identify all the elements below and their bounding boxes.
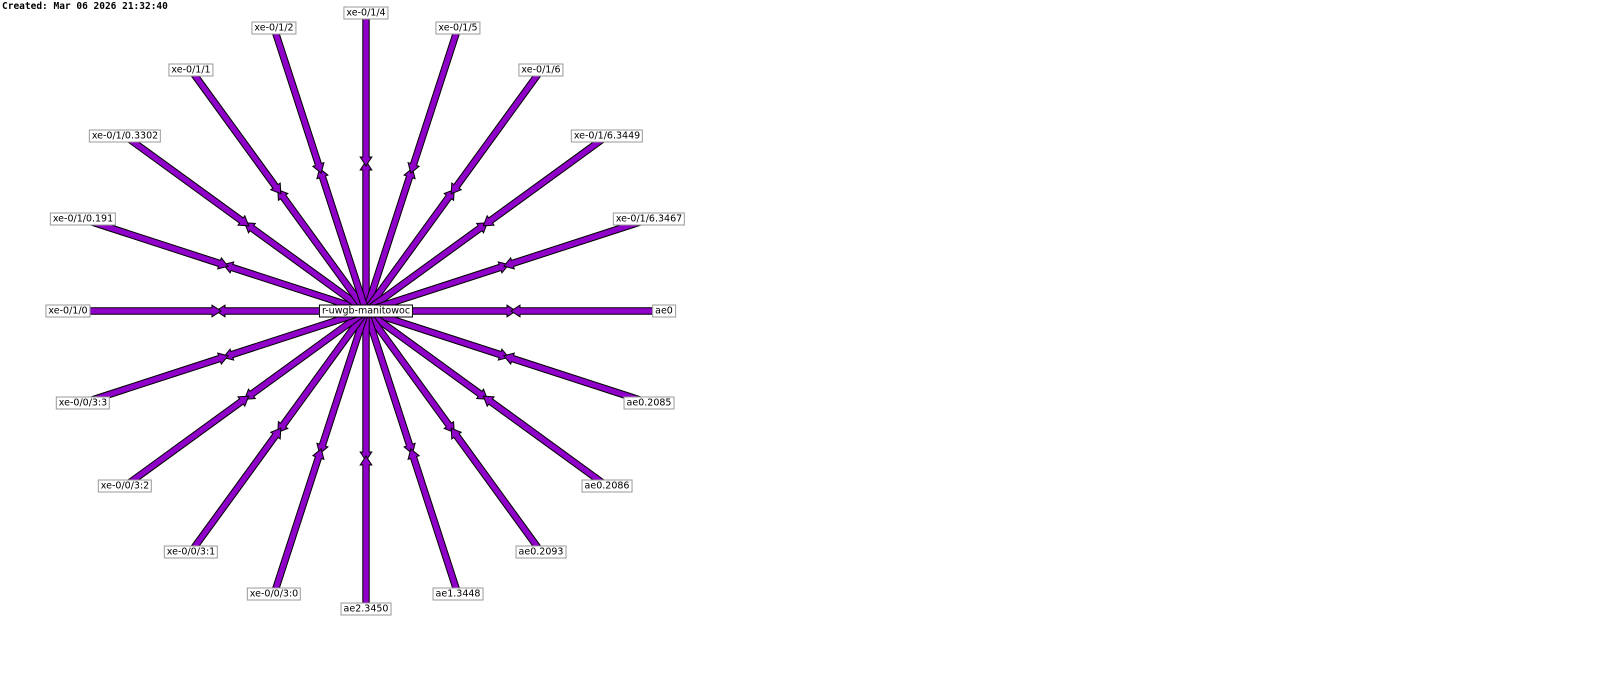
link-xe-0/1/6.3467 [364,215,652,315]
link-arrow-out [362,167,416,313]
link-arrow-in [359,12,373,167]
link-xe-0/0/3:2 [122,307,369,490]
link-arrow-out [359,310,373,462]
link-xe-0/1/6 [362,67,545,314]
link-xe-0/1/2 [270,25,370,313]
link-arrow-out [362,308,455,434]
endpoint-label-xe-0/1/5: xe-0/1/5 [435,21,481,35]
link-xe-0/1/5 [362,25,462,313]
link-xe-0/0/3:3 [80,307,368,407]
endpoint-label-ae0: ae0 [652,304,676,318]
link-arrow-out [222,261,368,315]
link-arrow-in [482,395,610,490]
endpoint-label-xe-0/1/2: xe-0/1/2 [251,21,297,35]
link-arrow-in [122,132,250,227]
endpoint-label-xe-0/0/3:0: xe-0/0/3:0 [246,587,302,601]
endpoint-label-xe-0/1/0: xe-0/1/0 [45,304,91,318]
link-arrow-out [277,188,370,314]
endpoint-label-ae0.2085: ae0.2085 [623,396,675,410]
created-timestamp: Created: Mar 06 2026 21:32:40 [2,1,168,12]
link-xe-0/0/3:0 [270,309,370,597]
link-arrow-in [482,132,610,227]
link-ae1.3448 [362,309,462,597]
link-arrow-out [277,308,370,434]
endpoint-label-xe-0/1/6.3467: xe-0/1/6.3467 [612,212,686,226]
link-arrow-out [316,167,370,313]
endpoint-label-xe-0/0/3:1: xe-0/0/3:1 [163,545,219,559]
link-arrow-out [359,160,373,312]
link-arrow-in [270,448,325,597]
link-xe-0/0/3:1 [187,308,370,555]
endpoint-label-xe-0/1/6.3449: xe-0/1/6.3449 [570,129,644,143]
link-arrow-in [407,448,462,597]
endpoint-label-xe-0/1/4: xe-0/1/4 [343,6,389,20]
link-arrow-out [362,309,416,455]
link-ae0.2093 [362,308,545,555]
link-arrow-in [407,25,462,174]
link-arrow-out [363,307,489,400]
link-xe-0/1/4 [359,12,373,312]
link-arrow-in [187,67,282,195]
link-arrow-out [362,188,455,314]
endpoint-label-xe-0/1/1: xe-0/1/1 [168,63,214,77]
link-arrow-in [80,352,229,407]
link-arrow-out [243,222,369,315]
endpoint-label-ae0.2093: ae0.2093 [515,545,567,559]
link-xe-0/1/1 [187,67,370,314]
link-arrow-out [363,222,489,315]
endpoint-label-xe-0/1/6: xe-0/1/6 [518,63,564,77]
endpoint-label-ae2.3450: ae2.3450 [340,602,392,616]
link-arrow-in [122,395,250,490]
link-ae0.2086 [363,307,610,490]
link-arrow-out [243,307,369,400]
link-arrow-in [510,304,665,318]
endpoint-label-xe-0/1/0.3302: xe-0/1/0.3302 [88,129,162,143]
endpoint-label-xe-0/0/3:3: xe-0/0/3:3 [55,396,111,410]
link-xe-0/1/0.3302 [122,132,369,315]
link-arrow-out [316,309,370,455]
link-arrow-in [503,215,652,270]
link-arrow-in [450,427,545,555]
link-arrow-in [187,427,282,555]
link-ae0.2085 [364,307,652,407]
link-xe-0/1/0.191 [80,215,368,315]
endpoint-label-ae1.3448: ae1.3448 [432,587,484,601]
link-arrow-in [67,304,222,318]
link-arrow-in [359,455,373,610]
link-arrow-in [270,25,325,174]
center-node-label: r-uwgb-manitowoc [318,304,414,318]
link-arrow-in [450,67,545,195]
link-ae2.3450 [359,310,373,610]
endpoint-label-xe-0/1/0.191: xe-0/1/0.191 [49,212,117,226]
endpoint-label-ae0.2086: ae0.2086 [581,479,633,493]
link-xe-0/1/6.3449 [363,132,610,315]
endpoint-label-xe-0/0/3:2: xe-0/0/3:2 [97,479,153,493]
link-arrow-out [364,307,510,361]
